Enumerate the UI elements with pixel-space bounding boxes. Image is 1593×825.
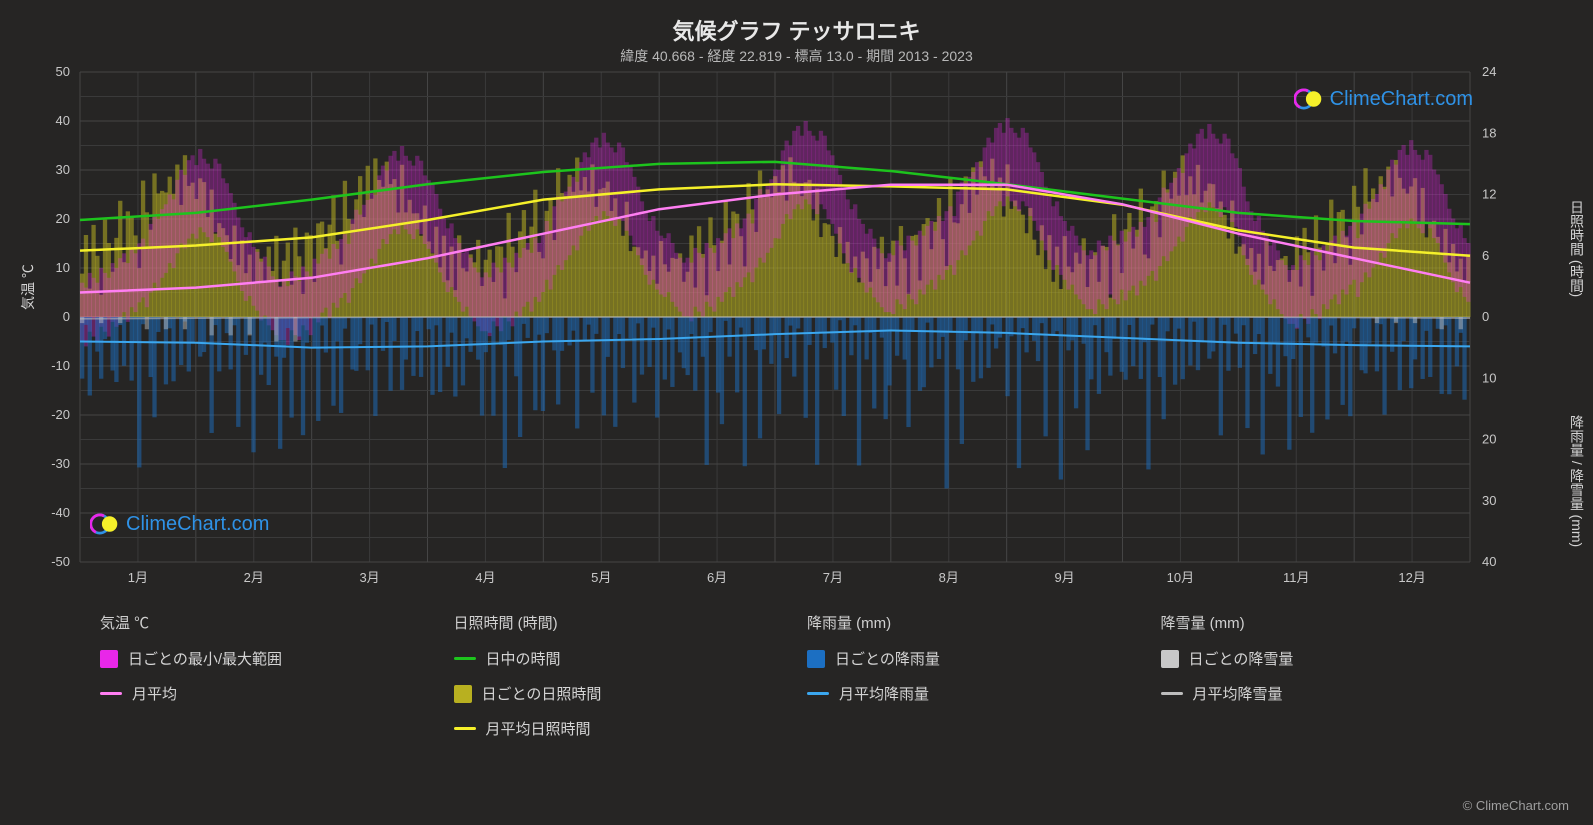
legend-label: 月平均降雪量	[1193, 683, 1283, 704]
svg-text:20: 20	[56, 211, 70, 226]
svg-text:9月: 9月	[1054, 570, 1074, 585]
svg-text:5月: 5月	[591, 570, 611, 585]
legend-group: 日照時間 (時間) 日中の時間日ごとの日照時間月平均日照時間	[454, 612, 794, 739]
legend-item: 月平均日照時間	[454, 718, 794, 739]
legend-group: 降雨量 (mm) 日ごとの降雨量月平均降雨量	[807, 612, 1147, 739]
svg-text:-10: -10	[51, 358, 70, 373]
svg-text:30: 30	[56, 162, 70, 177]
credit-text: © ClimeChart.com	[1463, 798, 1569, 813]
legend-label: 月平均降雨量	[839, 683, 929, 704]
legend-swatch	[100, 650, 118, 668]
svg-text:0: 0	[63, 309, 70, 324]
svg-text:-30: -30	[51, 456, 70, 471]
legend-group-title: 気温 ℃	[100, 612, 440, 633]
chart-svg: -50-40-30-20-100102030405006121824102030…	[80, 72, 1470, 562]
svg-text:7月: 7月	[823, 570, 843, 585]
legend-swatch	[807, 692, 829, 695]
svg-text:12: 12	[1482, 187, 1496, 202]
svg-text:0: 0	[1482, 309, 1489, 324]
legend-item: 日ごとの日照時間	[454, 683, 794, 704]
legend-item: 月平均降雪量	[1161, 683, 1501, 704]
svg-text:-20: -20	[51, 407, 70, 422]
legend-label: 日ごとの降雪量	[1189, 648, 1294, 669]
legend-swatch	[454, 657, 476, 660]
svg-text:-40: -40	[51, 505, 70, 520]
legend-label: 日ごとの日照時間	[482, 683, 602, 704]
legend-item: 月平均降雨量	[807, 683, 1147, 704]
legend-label: 月平均日照時間	[486, 718, 591, 739]
legend-item: 日ごとの最小/最大範囲	[100, 648, 440, 669]
legend-swatch	[454, 727, 476, 730]
svg-text:2月: 2月	[244, 570, 264, 585]
legend-item: 月平均	[100, 683, 440, 704]
y-axis-left-label: 気温 ℃	[18, 264, 38, 310]
legend-item: 日中の時間	[454, 648, 794, 669]
logo-watermark-top: ClimeChart.com	[1294, 85, 1473, 113]
svg-text:10月: 10月	[1167, 570, 1194, 585]
legend-label: 日ごとの降雨量	[835, 648, 940, 669]
y-axis-right-bottom-label: 降雨量 / 降雪量 (mm)	[1567, 415, 1587, 547]
legend-swatch	[1161, 692, 1183, 695]
logo-text: ClimeChart.com	[126, 513, 269, 536]
svg-text:4月: 4月	[475, 570, 495, 585]
chart-subtitle: 緯度 40.668 - 経度 22.819 - 標高 13.0 - 期間 201…	[0, 46, 1593, 66]
svg-text:1月: 1月	[128, 570, 148, 585]
climate-chart-container: 気候グラフ テッサロニキ 緯度 40.668 - 経度 22.819 - 標高 …	[0, 0, 1593, 825]
legend-swatch	[100, 692, 122, 695]
legend-label: 日ごとの最小/最大範囲	[128, 648, 282, 669]
svg-text:6月: 6月	[707, 570, 727, 585]
legend-item: 日ごとの降雪量	[1161, 648, 1501, 669]
svg-text:20: 20	[1482, 432, 1496, 447]
legend-label: 日中の時間	[486, 648, 561, 669]
logo-watermark-bottom: ClimeChart.com	[90, 510, 269, 538]
legend-group-title: 日照時間 (時間)	[454, 612, 794, 633]
svg-text:12月: 12月	[1398, 570, 1425, 585]
legend-item: 日ごとの降雨量	[807, 648, 1147, 669]
svg-text:40: 40	[1482, 554, 1496, 569]
climechart-logo-icon	[90, 510, 118, 538]
svg-text:11月: 11月	[1283, 570, 1310, 585]
legend-swatch	[807, 650, 825, 668]
svg-text:30: 30	[1482, 493, 1496, 508]
svg-text:-50: -50	[51, 554, 70, 569]
legend-group-title: 降雨量 (mm)	[807, 612, 1147, 633]
svg-text:50: 50	[56, 64, 70, 79]
climechart-logo-icon	[1294, 85, 1322, 113]
svg-text:10: 10	[56, 260, 70, 275]
legend-group: 気温 ℃ 日ごとの最小/最大範囲月平均	[100, 612, 440, 739]
svg-text:6: 6	[1482, 248, 1489, 263]
chart-title: 気候グラフ テッサロニキ	[0, 14, 1593, 46]
svg-text:24: 24	[1482, 64, 1496, 79]
svg-text:40: 40	[56, 113, 70, 128]
legend-label: 月平均	[132, 683, 177, 704]
svg-text:18: 18	[1482, 125, 1496, 140]
svg-text:8月: 8月	[939, 570, 959, 585]
y-axis-right-top-label: 日照時間 (時間)	[1567, 200, 1587, 297]
logo-text: ClimeChart.com	[1330, 88, 1473, 111]
svg-text:3月: 3月	[359, 570, 379, 585]
legend: 気温 ℃ 日ごとの最小/最大範囲月平均 日照時間 (時間) 日中の時間日ごとの日照時間…	[100, 612, 1500, 739]
legend-group-title: 降雪量 (mm)	[1161, 612, 1501, 633]
legend-swatch	[454, 685, 472, 703]
plot-area: -50-40-30-20-100102030405006121824102030…	[80, 72, 1470, 562]
svg-text:10: 10	[1482, 370, 1496, 385]
legend-swatch	[1161, 650, 1179, 668]
legend-group: 降雪量 (mm) 日ごとの降雪量月平均降雪量	[1161, 612, 1501, 739]
